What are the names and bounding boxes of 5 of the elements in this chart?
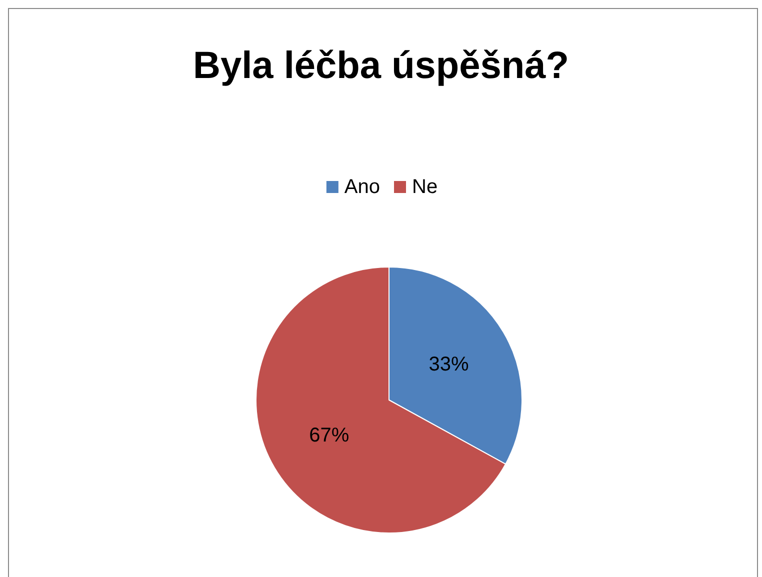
legend-label: Ano: [344, 176, 380, 198]
chart-title: Byla léčba úspěšná?: [193, 45, 569, 87]
data-label: 67%: [309, 424, 350, 446]
legend-label: Ne: [412, 176, 438, 198]
data-label: 33%: [428, 354, 470, 376]
